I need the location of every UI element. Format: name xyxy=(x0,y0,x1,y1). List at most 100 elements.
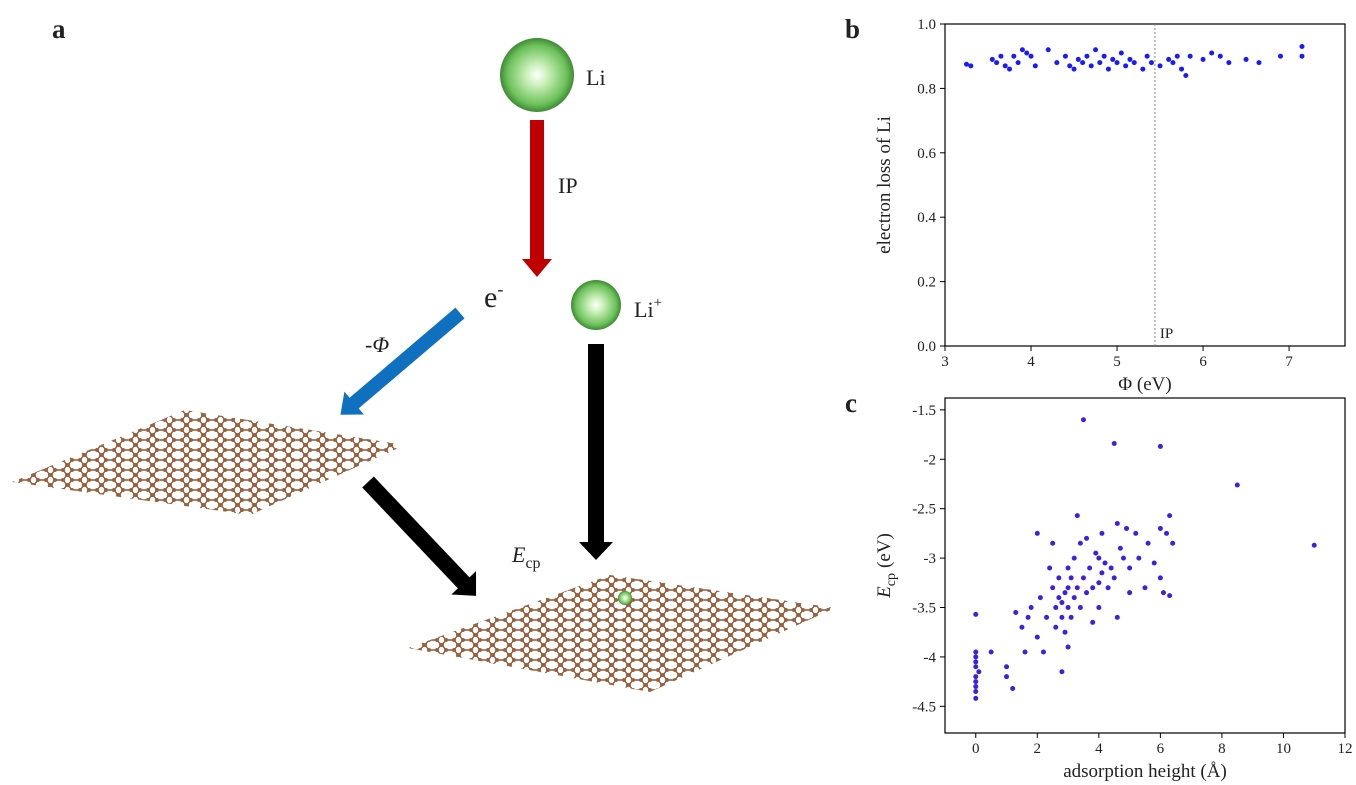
point xyxy=(1170,540,1176,546)
point xyxy=(1059,600,1065,606)
wf-sign: - xyxy=(365,332,372,357)
x-tick-label: 6 xyxy=(1157,741,1165,757)
point xyxy=(1074,513,1080,519)
electron-label: e- xyxy=(484,279,503,314)
point xyxy=(1010,686,1016,692)
x-tick-label: 2 xyxy=(1034,741,1042,757)
y-axis-label: Ecp (eV) xyxy=(874,533,899,599)
point xyxy=(1065,644,1071,650)
panel-label: c xyxy=(845,388,857,418)
y-tick-label: 0.0 xyxy=(917,339,936,355)
point xyxy=(1142,585,1148,591)
y-tick-label: -3 xyxy=(924,551,937,567)
point xyxy=(1117,545,1123,551)
point xyxy=(1105,66,1111,72)
point xyxy=(976,669,982,675)
point xyxy=(1243,56,1249,62)
point xyxy=(1133,530,1139,536)
point xyxy=(1028,604,1034,610)
point xyxy=(1059,614,1065,620)
point xyxy=(973,684,979,690)
point xyxy=(1102,560,1108,566)
point xyxy=(1050,540,1056,546)
point xyxy=(988,649,994,655)
li-atom xyxy=(500,38,574,112)
y-tick-label: 0.4 xyxy=(917,210,936,226)
point xyxy=(1277,53,1283,59)
point xyxy=(1166,56,1172,62)
point xyxy=(1080,60,1086,66)
point xyxy=(1065,604,1071,610)
point xyxy=(994,60,1000,66)
point xyxy=(1077,604,1083,610)
point xyxy=(1054,60,1060,66)
point xyxy=(1209,50,1215,56)
point xyxy=(1217,53,1223,59)
point xyxy=(1114,614,1120,620)
graphene-sheet xyxy=(12,410,405,515)
point xyxy=(1179,66,1185,72)
point xyxy=(1256,60,1262,66)
y-tick-label: 0.8 xyxy=(917,81,936,97)
li-ion xyxy=(571,280,621,330)
point xyxy=(1062,590,1068,596)
point xyxy=(1045,47,1051,53)
point xyxy=(1157,443,1163,449)
point xyxy=(973,688,979,694)
point xyxy=(1067,63,1073,69)
point xyxy=(1108,565,1114,571)
point xyxy=(1034,634,1040,640)
y-tick-label: -2.5 xyxy=(912,502,936,518)
li-label: Li xyxy=(586,65,606,90)
li-ion-base: Li xyxy=(634,297,654,322)
point xyxy=(1037,595,1043,601)
point xyxy=(1075,56,1081,62)
electron-base: e xyxy=(484,281,497,314)
point xyxy=(1167,593,1173,599)
point xyxy=(1065,585,1071,591)
point xyxy=(1096,580,1102,586)
point xyxy=(1050,585,1056,591)
panel-label: a xyxy=(52,14,66,44)
point xyxy=(973,664,979,670)
point xyxy=(1111,575,1117,581)
y-tick-label: 0.6 xyxy=(917,146,936,162)
plot-frame xyxy=(944,397,1346,734)
point xyxy=(1022,649,1028,655)
point xyxy=(1164,530,1170,536)
point xyxy=(1093,550,1099,556)
point xyxy=(1002,63,1008,69)
point xyxy=(968,63,974,69)
point xyxy=(1084,535,1090,541)
y-label-sub: cp xyxy=(884,573,899,586)
point xyxy=(1047,565,1053,571)
x-tick-label: 4 xyxy=(1027,354,1035,370)
point xyxy=(1157,575,1163,581)
point xyxy=(1127,590,1133,596)
point xyxy=(1096,604,1102,610)
point xyxy=(1080,575,1086,581)
point xyxy=(1071,555,1077,561)
graphene-sheet-li xyxy=(408,575,835,692)
point xyxy=(1123,63,1129,69)
wf-symbol: Φ xyxy=(372,332,389,357)
point xyxy=(1144,53,1150,59)
point xyxy=(1120,555,1126,561)
point xyxy=(1136,555,1142,561)
point xyxy=(1097,60,1103,66)
y-tick-label: 0.2 xyxy=(917,275,936,291)
point xyxy=(1059,669,1065,675)
point xyxy=(1110,56,1116,62)
point xyxy=(1077,540,1083,546)
point xyxy=(1056,595,1062,601)
point xyxy=(1151,560,1157,566)
point xyxy=(1111,440,1117,446)
energy-label: Ecp xyxy=(511,542,541,572)
point xyxy=(1088,63,1094,69)
point xyxy=(1044,614,1050,620)
plot-frame xyxy=(944,23,1346,347)
point xyxy=(1087,565,1093,571)
reference-label: IP xyxy=(1160,326,1173,342)
x-tick-label: 12 xyxy=(1338,741,1353,757)
black-arrow xyxy=(579,344,613,560)
